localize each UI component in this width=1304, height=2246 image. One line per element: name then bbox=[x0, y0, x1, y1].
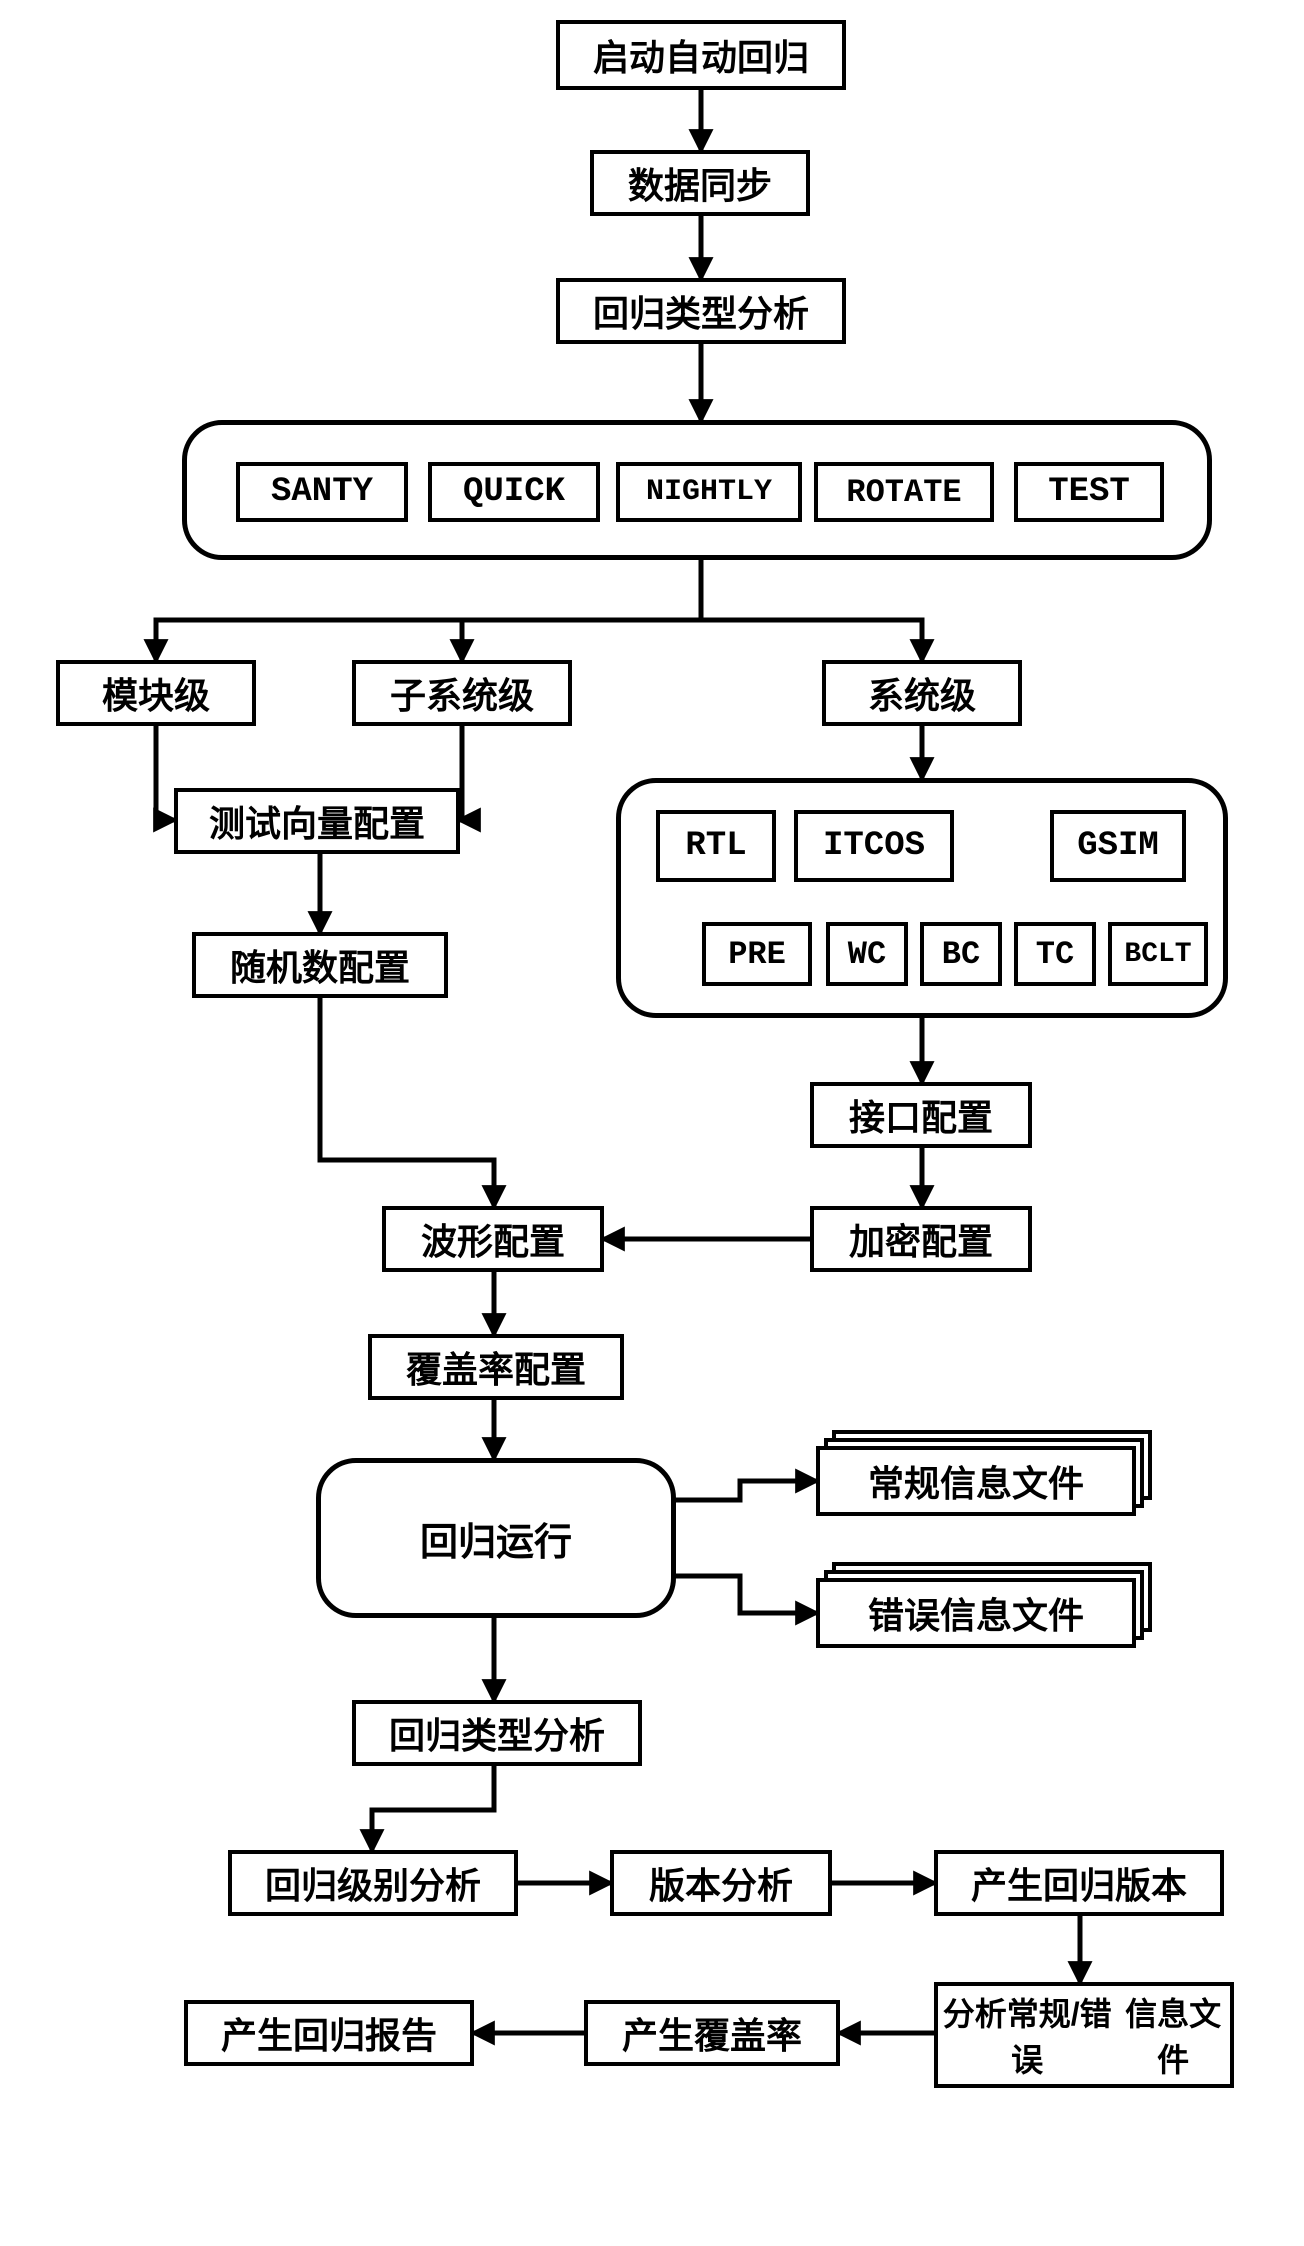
edge bbox=[372, 1766, 494, 1850]
node-g2h: BCLT bbox=[1108, 922, 1208, 986]
node-g2f: BC bbox=[920, 922, 1002, 986]
node-n19: 产生覆盖率 bbox=[584, 2000, 840, 2066]
node-s1: 常规信息文件 bbox=[816, 1446, 1136, 1516]
node-n5: 子系统级 bbox=[352, 660, 572, 726]
edge bbox=[676, 1576, 816, 1613]
edge bbox=[460, 726, 462, 820]
node-n8: 随机数配置 bbox=[192, 932, 448, 998]
node-g1e: TEST bbox=[1014, 462, 1164, 522]
node-g1a: SANTY bbox=[236, 462, 408, 522]
node-g2a: RTL bbox=[656, 810, 776, 882]
node-g1b: QUICK bbox=[428, 462, 600, 522]
edge bbox=[320, 998, 494, 1206]
edge bbox=[462, 620, 701, 660]
node-n11: 波形配置 bbox=[382, 1206, 604, 1272]
node-g1d: ROTATE bbox=[814, 462, 994, 522]
flowchart-canvas: 启动自动回归数据同步回归类型分析 SANTY QUICK NIGHTLYROTATE T… bbox=[20, 20, 1284, 2226]
node-g2b: ITCOS bbox=[794, 810, 954, 882]
edge bbox=[676, 1481, 816, 1500]
node-n2: 数据同步 bbox=[590, 150, 810, 216]
node-g2g: TC bbox=[1014, 922, 1096, 986]
node-g2e: WC bbox=[826, 922, 908, 986]
edge bbox=[156, 620, 701, 660]
node-n14: 回归类型分析 bbox=[352, 1700, 642, 1766]
node-g2d: PRE bbox=[702, 922, 812, 986]
node-n6: 系统级 bbox=[822, 660, 1022, 726]
node-n13: 回归运行 bbox=[316, 1458, 676, 1618]
edge bbox=[156, 726, 174, 820]
node-n7: 测试向量配置 bbox=[174, 788, 460, 854]
node-n15: 回归级别分析 bbox=[228, 1850, 518, 1916]
node-n9: 接口配置 bbox=[810, 1082, 1032, 1148]
node-n16: 版本分析 bbox=[610, 1850, 832, 1916]
edge bbox=[701, 620, 922, 660]
node-n4: 模块级 bbox=[56, 660, 256, 726]
node-label-s2: 错误信息文件 bbox=[816, 1578, 1136, 1648]
node-n12: 覆盖率配置 bbox=[368, 1334, 624, 1400]
node-n10: 加密配置 bbox=[810, 1206, 1032, 1272]
node-label-s1: 常规信息文件 bbox=[816, 1446, 1136, 1516]
node-g1c: NIGHTLY bbox=[616, 462, 802, 522]
node-n3: 回归类型分析 bbox=[556, 278, 846, 344]
node-n18: 分析常规/错误信息文件 bbox=[934, 1982, 1234, 2088]
node-n1: 启动自动回归 bbox=[556, 20, 846, 90]
node-n17: 产生回归版本 bbox=[934, 1850, 1224, 1916]
node-s2: 错误信息文件 bbox=[816, 1578, 1136, 1648]
node-n20: 产生回归报告 bbox=[184, 2000, 474, 2066]
node-g2c: GSIM bbox=[1050, 810, 1186, 882]
